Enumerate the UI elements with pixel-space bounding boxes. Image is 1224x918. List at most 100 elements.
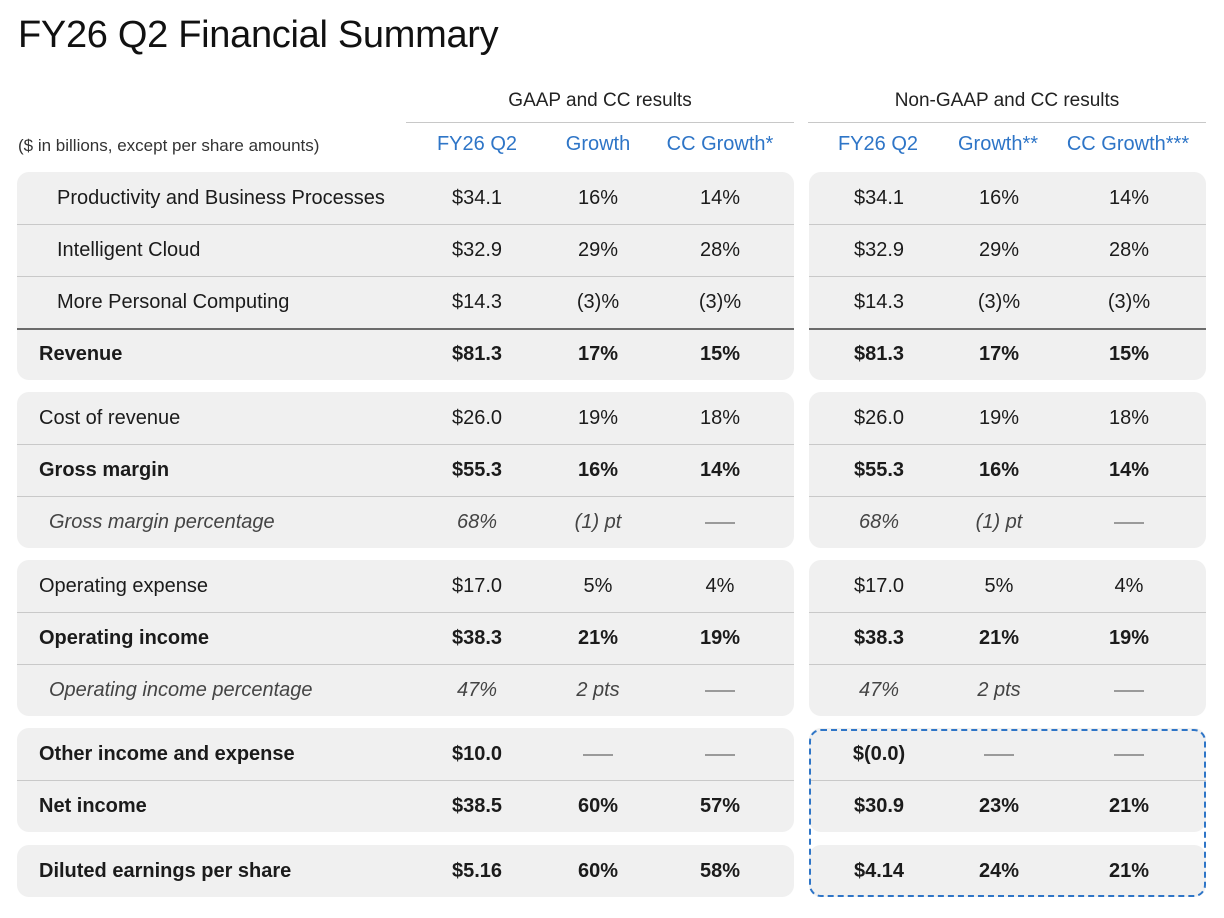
nongaap-growth-cell: [939, 728, 1059, 780]
nongaap-panel-1: $34.1 16% 14% $32.9 29% 28% $14.3 (3)% (3)% $81.3…: [809, 172, 1206, 380]
gaap-fy26q2-cell: $38.5: [451, 795, 503, 817]
nongaap-cc-growth-cell: 14%: [1108, 187, 1150, 209]
nongaap-cc-growth-cell: 14%: [1108, 459, 1150, 481]
row-label: Operating income: [39, 626, 210, 649]
nongaap-cc-growth-cell: 19%: [1108, 627, 1150, 649]
table-row-gaap-revenue: Revenue $81.3 17% 15%: [17, 328, 794, 380]
dash-placeholder: [1114, 689, 1144, 692]
table-row-gaap-gross-margin-percentage: Gross margin percentage 68% (1) pt: [17, 496, 794, 548]
row-label: Operating income percentage: [49, 678, 313, 701]
nongaap-group-rule: [808, 122, 1206, 123]
gaap-group-rule: [406, 122, 794, 123]
nongaap-cc-growth-cell: 18%: [1108, 407, 1150, 429]
nongaap-cc-growth-cell: (3)%: [1107, 291, 1151, 313]
gaap-fy26q2-cell: $38.3: [451, 627, 503, 649]
gaap-cc-growth-cell: [659, 496, 781, 548]
nongaap-fy26q2-cell: $55.3: [853, 459, 905, 481]
gaap-cc-growth-cell: 57%: [699, 795, 741, 817]
dash-placeholder: [1114, 753, 1144, 756]
table-row-gaap-productivity-business-processes: Productivity and Business Processes $34.1…: [17, 172, 794, 225]
gaap-growth-cell: 5%: [583, 575, 613, 597]
nongaap-panel-5: $4.14 24% 21%: [809, 845, 1206, 897]
gaap-fy26q2-cell: $14.3: [451, 291, 503, 313]
gaap-cc-growth-cell: 4%: [705, 575, 735, 597]
nongaap-growth-cell: 16%: [978, 459, 1020, 481]
nongaap-col-fy26q2: FY26 Q2: [837, 133, 919, 155]
gaap-fy26q2-cell: $26.0: [451, 407, 503, 429]
gaap-growth-cell: 16%: [577, 459, 619, 481]
gaap-growth-cell: 29%: [577, 239, 619, 261]
nongaap-panel-2: $26.0 19% 18% $55.3 16% 14% 68% (1) pt: [809, 392, 1206, 548]
table-row-gaap-other-income-expense: Other income and expense $10.0: [17, 728, 794, 781]
nongaap-growth-cell: 17%: [978, 343, 1020, 365]
dash-placeholder: [583, 753, 613, 756]
gaap-fy26q2-cell: 47%: [456, 679, 498, 701]
nongaap-cc-growth-cell: 15%: [1108, 343, 1150, 365]
gaap-growth-cell: (1) pt: [574, 511, 622, 533]
nongaap-growth-cell: 21%: [978, 627, 1020, 649]
table-row-nongaap-revenue: $81.3 17% 15%: [809, 328, 1206, 380]
table-row-gaap-operating-income: Operating income $38.3 21% 19%: [17, 612, 794, 665]
table-row-gaap-operating-expense: Operating expense $17.0 5% 4%: [17, 560, 794, 613]
table-row-gaap-net-income: Net income $38.5 60% 57%: [17, 780, 794, 832]
row-label: Gross margin: [39, 458, 170, 481]
nongaap-growth-cell: (1) pt: [975, 511, 1023, 533]
table-row-nongaap-cost-of-revenue: $26.0 19% 18%: [809, 392, 1206, 445]
gaap-fy26q2-cell: 68%: [456, 511, 498, 533]
nongaap-fy26q2-cell: 68%: [858, 511, 900, 533]
table-row-gaap-intelligent-cloud: Intelligent Cloud $32.9 29% 28%: [17, 224, 794, 277]
table-row-nongaap-gross-margin: $55.3 16% 14%: [809, 444, 1206, 497]
nongaap-group-title: Non-GAAP and CC results: [894, 90, 1120, 111]
row-label: Cost of revenue: [39, 406, 181, 429]
gaap-cc-growth-cell: 14%: [699, 187, 741, 209]
units-note: ($ in billions, except per share amounts…: [18, 136, 320, 155]
gaap-panel-3: Operating expense $17.0 5% 4% Operating inco…: [17, 560, 794, 716]
row-label: Gross margin percentage: [49, 510, 275, 533]
row-label: Intelligent Cloud: [57, 238, 201, 261]
row-label: Diluted earnings per share: [39, 859, 292, 882]
table-row-gaap-diluted-eps: Diluted earnings per share $5.16 60% 58%: [17, 845, 794, 897]
dash-placeholder: [984, 753, 1014, 756]
row-label: Productivity and Business Processes: [57, 186, 385, 209]
gaap-col-fy26q2: FY26 Q2: [436, 133, 518, 155]
gaap-growth-cell: 60%: [577, 795, 619, 817]
table-row-gaap-gross-margin: Gross margin $55.3 16% 14%: [17, 444, 794, 497]
gaap-cc-growth-cell: [659, 664, 781, 716]
row-label: Revenue: [39, 342, 123, 365]
nongaap-fy26q2-cell: $38.3: [853, 627, 905, 649]
gaap-cc-growth-cell: 58%: [699, 860, 741, 882]
table-row-gaap-more-personal-computing: More Personal Computing $14.3 (3)% (3)%: [17, 276, 794, 330]
gaap-growth-cell: 16%: [577, 187, 619, 209]
gaap-cc-growth-cell: 18%: [699, 407, 741, 429]
table-row-gaap-operating-income-percentage: Operating income percentage 47% 2 pts: [17, 664, 794, 716]
gaap-panel-2: Cost of revenue $26.0 19% 18% Gross margin $5…: [17, 392, 794, 548]
gaap-growth-cell: [537, 728, 659, 780]
gaap-panel-5: Diluted earnings per share $5.16 60% 58%: [17, 845, 794, 897]
gaap-growth-cell: 21%: [577, 627, 619, 649]
nongaap-growth-cell: 2 pts: [977, 679, 1021, 701]
table-row-nongaap-net-income: $30.9 23% 21%: [809, 780, 1206, 832]
dash-placeholder: [1114, 521, 1144, 524]
nongaap-cc-growth-cell: 21%: [1108, 795, 1150, 817]
nongaap-growth-cell: 23%: [978, 795, 1020, 817]
gaap-fy26q2-cell: $10.0: [451, 743, 503, 765]
nongaap-fy26q2-cell: $30.9: [853, 795, 905, 817]
gaap-fy26q2-cell: $81.3: [451, 343, 503, 365]
gaap-growth-cell: 19%: [577, 407, 619, 429]
table-row-gaap-cost-of-revenue: Cost of revenue $26.0 19% 18%: [17, 392, 794, 445]
gaap-cc-growth-cell: 15%: [699, 343, 741, 365]
gaap-cc-growth-cell: 14%: [699, 459, 741, 481]
nongaap-fy26q2-cell: $34.1: [853, 187, 905, 209]
gaap-group-title: GAAP and CC results: [508, 90, 692, 111]
table-row-nongaap-more-personal-computing: $14.3 (3)% (3)%: [809, 276, 1206, 330]
gaap-cc-growth-cell: 28%: [699, 239, 741, 261]
nongaap-fy26q2-cell: $4.14: [853, 860, 905, 882]
nongaap-cc-growth-cell: 28%: [1108, 239, 1150, 261]
row-label: Other income and expense: [39, 742, 295, 765]
nongaap-growth-cell: 16%: [978, 187, 1020, 209]
dash-placeholder: [705, 753, 735, 756]
nongaap-growth-cell: 5%: [984, 575, 1014, 597]
gaap-cc-growth-cell: 19%: [699, 627, 741, 649]
gaap-fy26q2-cell: $17.0: [451, 575, 503, 597]
row-label: Net income: [39, 794, 147, 817]
